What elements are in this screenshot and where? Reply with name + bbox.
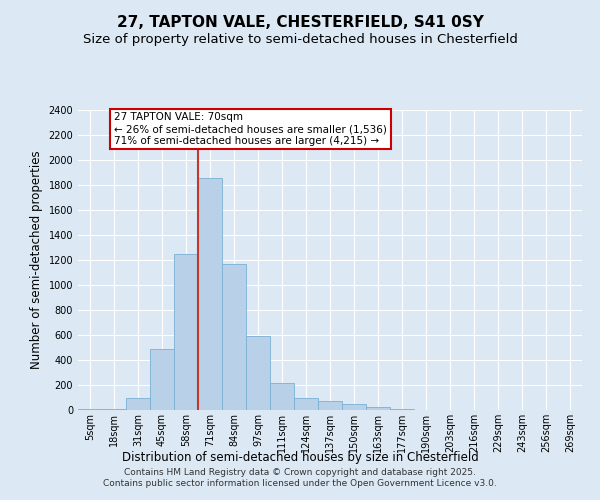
Text: Size of property relative to semi-detached houses in Chesterfield: Size of property relative to semi-detach…: [83, 32, 517, 46]
Bar: [174, 254, 198, 410]
Bar: [342, 404, 366, 410]
Bar: [366, 407, 390, 410]
Text: Contains HM Land Registry data © Crown copyright and database right 2025.
Contai: Contains HM Land Registry data © Crown c…: [103, 468, 497, 487]
Text: 27, TAPTON VALE, CHESTERFIELD, S41 0SY: 27, TAPTON VALE, CHESTERFIELD, S41 0SY: [116, 15, 484, 30]
Bar: [270, 383, 294, 410]
Bar: [150, 349, 174, 410]
Text: 27 TAPTON VALE: 70sqm
← 26% of semi-detached houses are smaller (1,536)
71% of s: 27 TAPTON VALE: 70sqm ← 26% of semi-deta…: [114, 112, 387, 146]
Bar: [222, 264, 246, 410]
Bar: [246, 336, 270, 410]
Text: Distribution of semi-detached houses by size in Chesterfield: Distribution of semi-detached houses by …: [122, 451, 478, 464]
Bar: [294, 398, 318, 410]
Bar: [198, 178, 222, 410]
Bar: [318, 401, 342, 410]
Y-axis label: Number of semi-detached properties: Number of semi-detached properties: [30, 150, 43, 370]
Bar: [126, 398, 150, 410]
